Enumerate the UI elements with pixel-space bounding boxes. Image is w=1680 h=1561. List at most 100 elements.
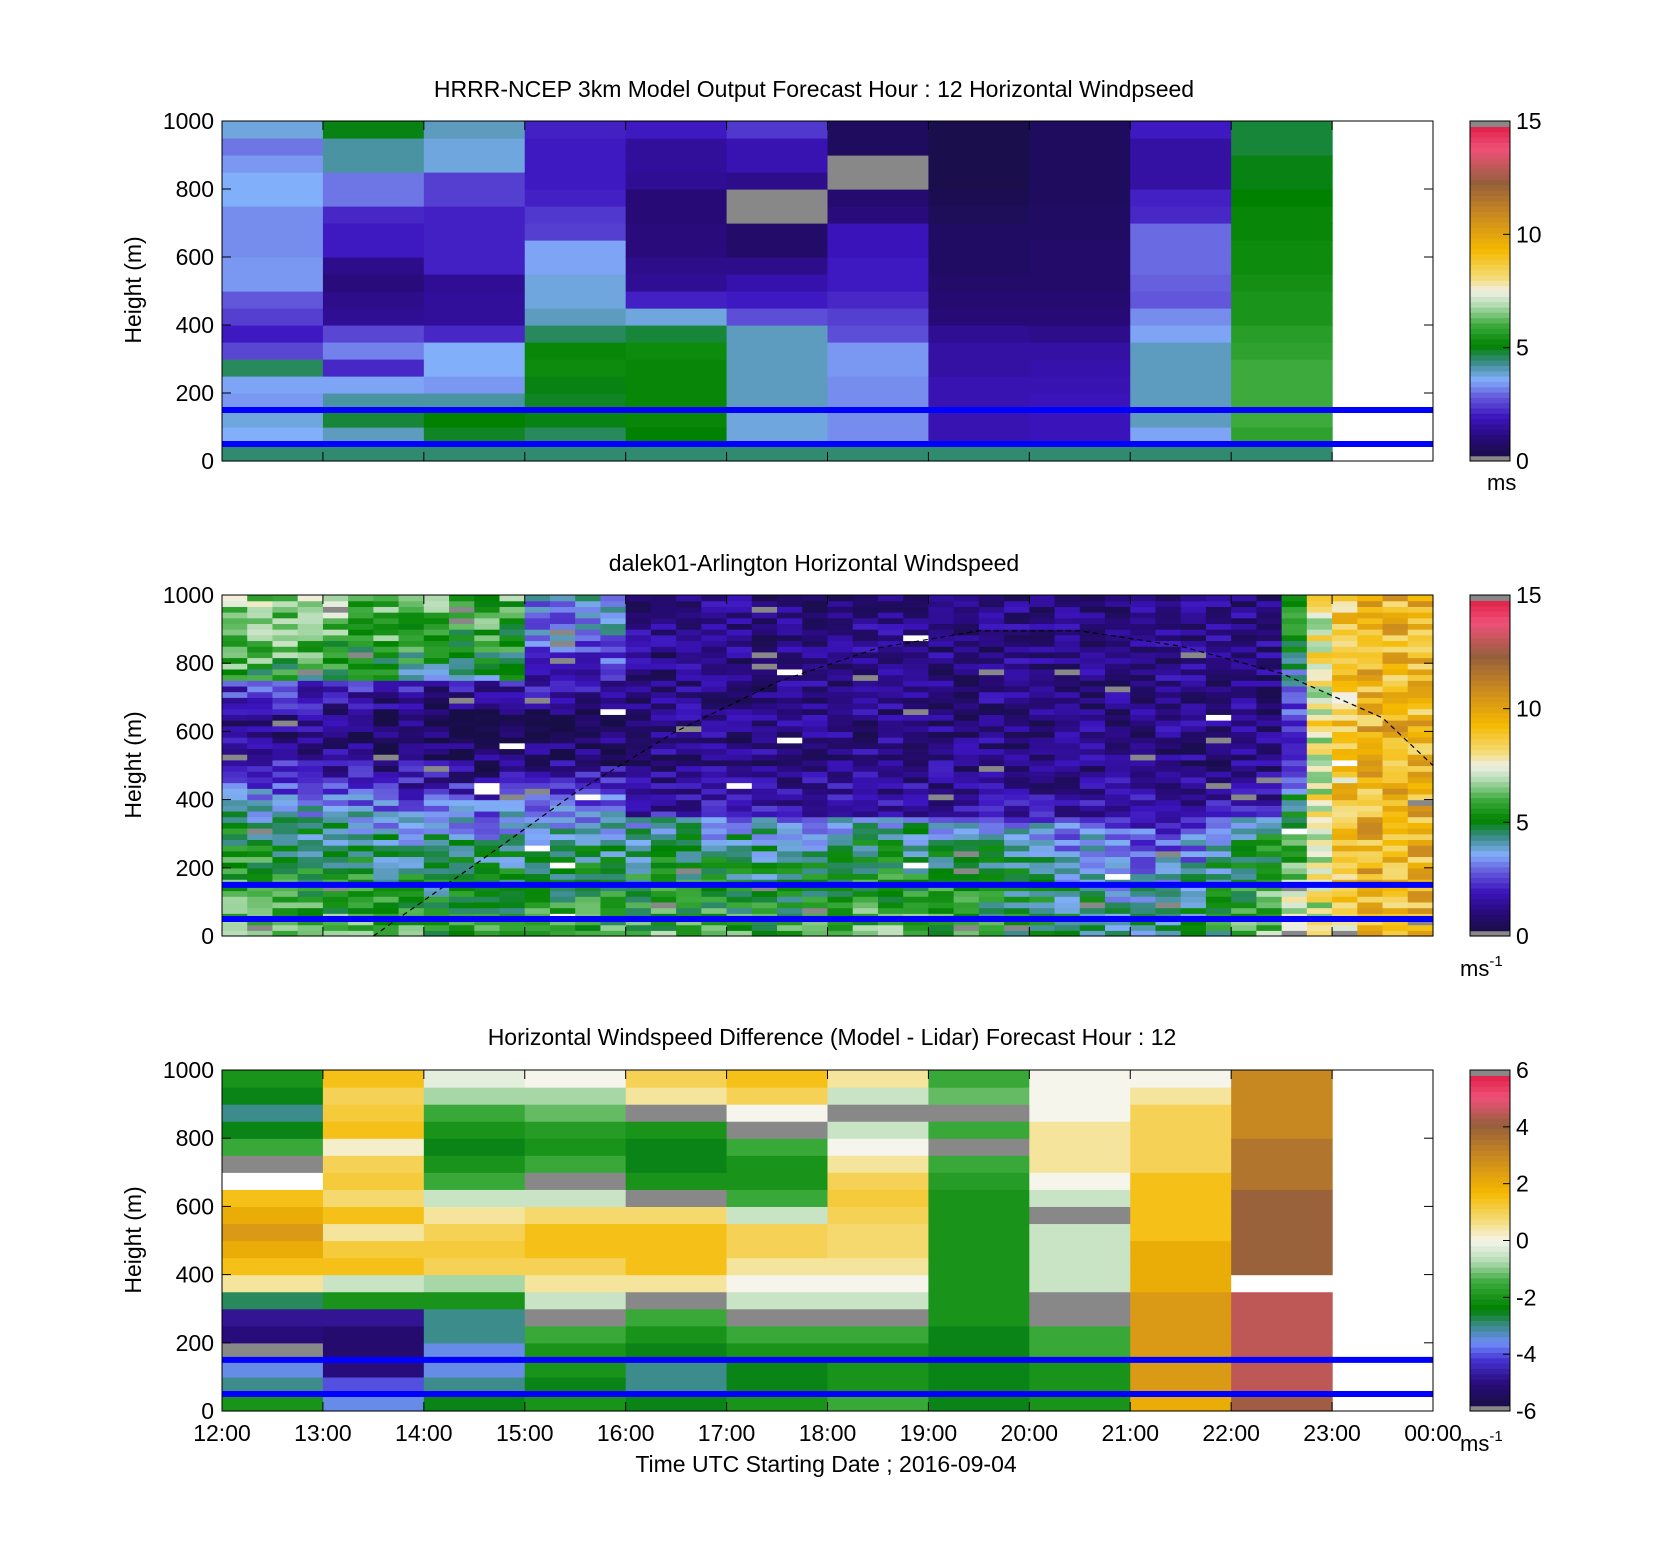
heatmap-cell <box>877 896 904 903</box>
heatmap-cell <box>1256 646 1283 653</box>
heatmap-cell <box>953 833 980 840</box>
heatmap-cell <box>1054 828 1081 835</box>
heatmap-cell <box>1382 708 1409 715</box>
colorbar-swatch <box>1470 370 1510 377</box>
heatmap-cell <box>398 754 425 761</box>
heatmap-cell <box>499 674 526 681</box>
heatmap-cell <box>1180 600 1207 607</box>
heatmap-cell <box>953 657 980 664</box>
heatmap-cell <box>852 668 879 676</box>
heatmap-cell <box>1105 702 1131 710</box>
heatmap-cell <box>1281 918 1308 926</box>
heatmap-cell <box>1155 691 1182 698</box>
heatmap-cell <box>1306 873 1333 880</box>
heatmap-cell <box>1357 657 1384 664</box>
heatmap-cell <box>348 754 374 761</box>
colorbar-swatch <box>1470 301 1510 308</box>
heatmap-cell <box>726 748 753 755</box>
heatmap-cell <box>928 444 1030 462</box>
heatmap-cell <box>852 634 879 642</box>
heatmap-cell <box>827 651 854 659</box>
heatmap-cell <box>978 702 1005 710</box>
heatmap-cell <box>1054 640 1081 647</box>
heatmap-cell <box>928 742 955 750</box>
heatmap-cell <box>852 930 879 937</box>
heatmap-cell <box>423 1342 526 1361</box>
heatmap-cell <box>1357 793 1384 801</box>
heatmap-cell <box>348 714 374 721</box>
heatmap-cell <box>726 668 753 676</box>
heatmap-cell <box>1130 884 1157 892</box>
heatmap-cell <box>449 685 475 693</box>
colorbar-swatch <box>1470 391 1510 398</box>
heatmap-cell <box>852 793 879 801</box>
heatmap-cell <box>1130 427 1232 445</box>
heatmap-cell <box>247 612 274 619</box>
heatmap-cell <box>222 342 324 360</box>
heatmap-cell <box>625 674 652 681</box>
heatmap-cell <box>1004 759 1030 767</box>
heatmap-cell <box>625 856 652 863</box>
heatmap-cell <box>1130 410 1232 428</box>
heatmap-cell <box>322 606 349 613</box>
heatmap-cell <box>222 668 248 676</box>
colorbar-swatch <box>1470 126 1510 133</box>
heatmap-cell <box>777 612 803 619</box>
heatmap-cell <box>802 850 829 858</box>
heatmap-cell <box>953 850 980 858</box>
heatmap-cell <box>1029 828 1056 835</box>
colorbar-swatch <box>1470 1229 1510 1236</box>
heatmap-cell <box>575 884 602 892</box>
heatmap-cell <box>827 737 854 744</box>
heatmap-cell <box>802 810 829 818</box>
heatmap-cell <box>1155 759 1182 767</box>
heatmap-cell <box>852 788 879 795</box>
heatmap-cell <box>1180 702 1207 710</box>
heatmap-cell <box>827 867 854 875</box>
colorbar-swatch <box>1470 179 1510 186</box>
heatmap-cell <box>499 754 526 761</box>
heatmap-cell <box>625 810 652 818</box>
heatmap-cell <box>373 930 400 937</box>
colorbar-swatch <box>1470 1070 1510 1076</box>
heatmap-cell <box>1231 867 1257 875</box>
y-axis-label: Height (m) <box>120 1186 146 1293</box>
heatmap-cell <box>1079 822 1106 829</box>
colorbar-swatch <box>1470 781 1510 788</box>
colorbar-swatch <box>1470 1368 1510 1375</box>
heatmap-cell <box>524 444 627 462</box>
heatmap-cell <box>1256 850 1283 858</box>
heatmap-cell <box>1004 782 1030 789</box>
heatmap-cell <box>1029 708 1056 715</box>
heatmap-cell <box>373 918 400 926</box>
heatmap-cell <box>928 1155 1030 1173</box>
heatmap-cell <box>726 867 753 875</box>
heatmap-cell <box>423 223 526 241</box>
heatmap-cell <box>1231 1087 1333 1105</box>
heatmap-cell <box>1306 612 1333 619</box>
heatmap-cell <box>877 822 904 829</box>
heatmap-cell <box>423 1308 526 1327</box>
heatmap-cell <box>726 805 753 812</box>
heatmap-cell <box>1256 901 1283 909</box>
heatmap-cell <box>1029 1121 1131 1139</box>
heatmap-cell <box>474 612 501 619</box>
heatmap-cell <box>322 1138 425 1156</box>
heatmap-cell <box>877 839 904 846</box>
heatmap-cell <box>1281 884 1308 892</box>
heatmap-cell <box>1231 376 1333 394</box>
heatmap-cell <box>827 742 854 750</box>
heatmap-cell <box>1029 765 1056 772</box>
heatmap-cell <box>322 1240 425 1259</box>
heatmap-cell <box>802 782 829 789</box>
colorbar-swatch <box>1470 1235 1510 1242</box>
heatmap-cell <box>1357 873 1384 880</box>
heatmap-cell <box>928 896 955 903</box>
heatmap-cell <box>272 873 299 880</box>
heatmap-cell <box>877 651 904 659</box>
colorbar-swatch <box>1470 1085 1510 1092</box>
heatmap-cell <box>777 714 803 721</box>
colorbar-unit-label: ms-1 <box>1460 953 1503 981</box>
heatmap-cell <box>322 1393 425 1412</box>
heatmap-cell <box>1306 617 1333 625</box>
